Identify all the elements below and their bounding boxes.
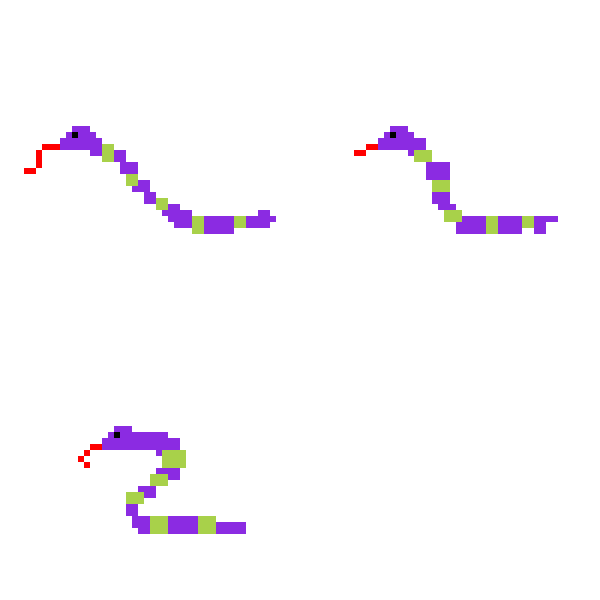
snake-eye — [72, 132, 78, 138]
snake-stripes — [102, 144, 246, 234]
snake-tongue — [24, 144, 60, 174]
snake-eye — [114, 432, 120, 438]
snake-tongue — [354, 144, 378, 156]
snake-body — [102, 426, 246, 534]
snake-eye — [390, 132, 396, 138]
snake-stripes — [414, 150, 534, 234]
snake-frame-2 — [300, 0, 600, 300]
snake-body — [378, 126, 558, 234]
snake-tongue — [78, 444, 102, 468]
snake-frame-3 — [0, 300, 300, 600]
snake-sprite-2 — [354, 126, 558, 234]
snake-frame-1 — [0, 0, 300, 300]
snake-stripes — [126, 450, 216, 534]
snake-sprite-3 — [78, 426, 246, 534]
snake-sprite-1 — [24, 126, 276, 234]
snake-body — [60, 126, 276, 234]
